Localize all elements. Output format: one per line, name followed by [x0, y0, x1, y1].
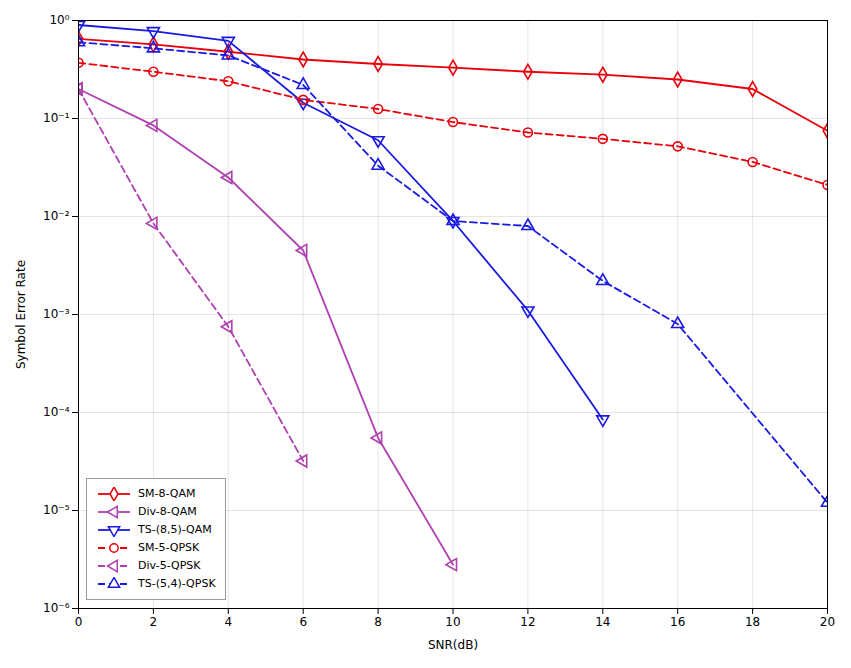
svg-text:10: 10: [445, 615, 460, 629]
svg-text:14: 14: [595, 615, 610, 629]
svg-text:12: 12: [520, 615, 535, 629]
svg-text:0: 0: [75, 615, 83, 629]
svg-text:2: 2: [150, 615, 158, 629]
svg-text:4: 4: [224, 615, 232, 629]
svg-text:16: 16: [670, 615, 685, 629]
html-text:TS-(8,5)-QAM: TS-(8,5)-QAM: [138, 523, 212, 536]
html-text:SM-5-QPSK: SM-5-QPSK: [138, 541, 200, 554]
html-text:TS-(5,4)-QPSK: TS-(5,4)-QPSK: [138, 577, 216, 590]
html-text:Div-8-QAM: Div-8-QAM: [138, 505, 197, 518]
svg-text:10⁻⁶: 10⁻⁶: [43, 601, 70, 615]
svg-text:SNR(dB): SNR(dB): [428, 638, 478, 652]
svg-text:10⁻¹: 10⁻¹: [43, 111, 70, 125]
svg-text:10⁻²: 10⁻²: [43, 209, 70, 223]
svg-text:10⁻⁴: 10⁻⁴: [43, 405, 70, 419]
html-text:Div-5-QPSK: Div-5-QPSK: [138, 559, 201, 572]
svg-text:10⁰: 10⁰: [49, 13, 69, 27]
svg-text:20: 20: [820, 615, 835, 629]
svg-text:10⁻⁵: 10⁻⁵: [43, 503, 70, 517]
svg-text:6: 6: [299, 615, 307, 629]
svg-text:18: 18: [745, 615, 760, 629]
svg-text:8: 8: [374, 615, 382, 629]
svg-text:Symbol Error Rate: Symbol Error Rate: [14, 260, 28, 369]
svg-text:10⁻³: 10⁻³: [43, 307, 70, 321]
html-text:SM-8-QAM: SM-8-QAM: [138, 487, 196, 500]
